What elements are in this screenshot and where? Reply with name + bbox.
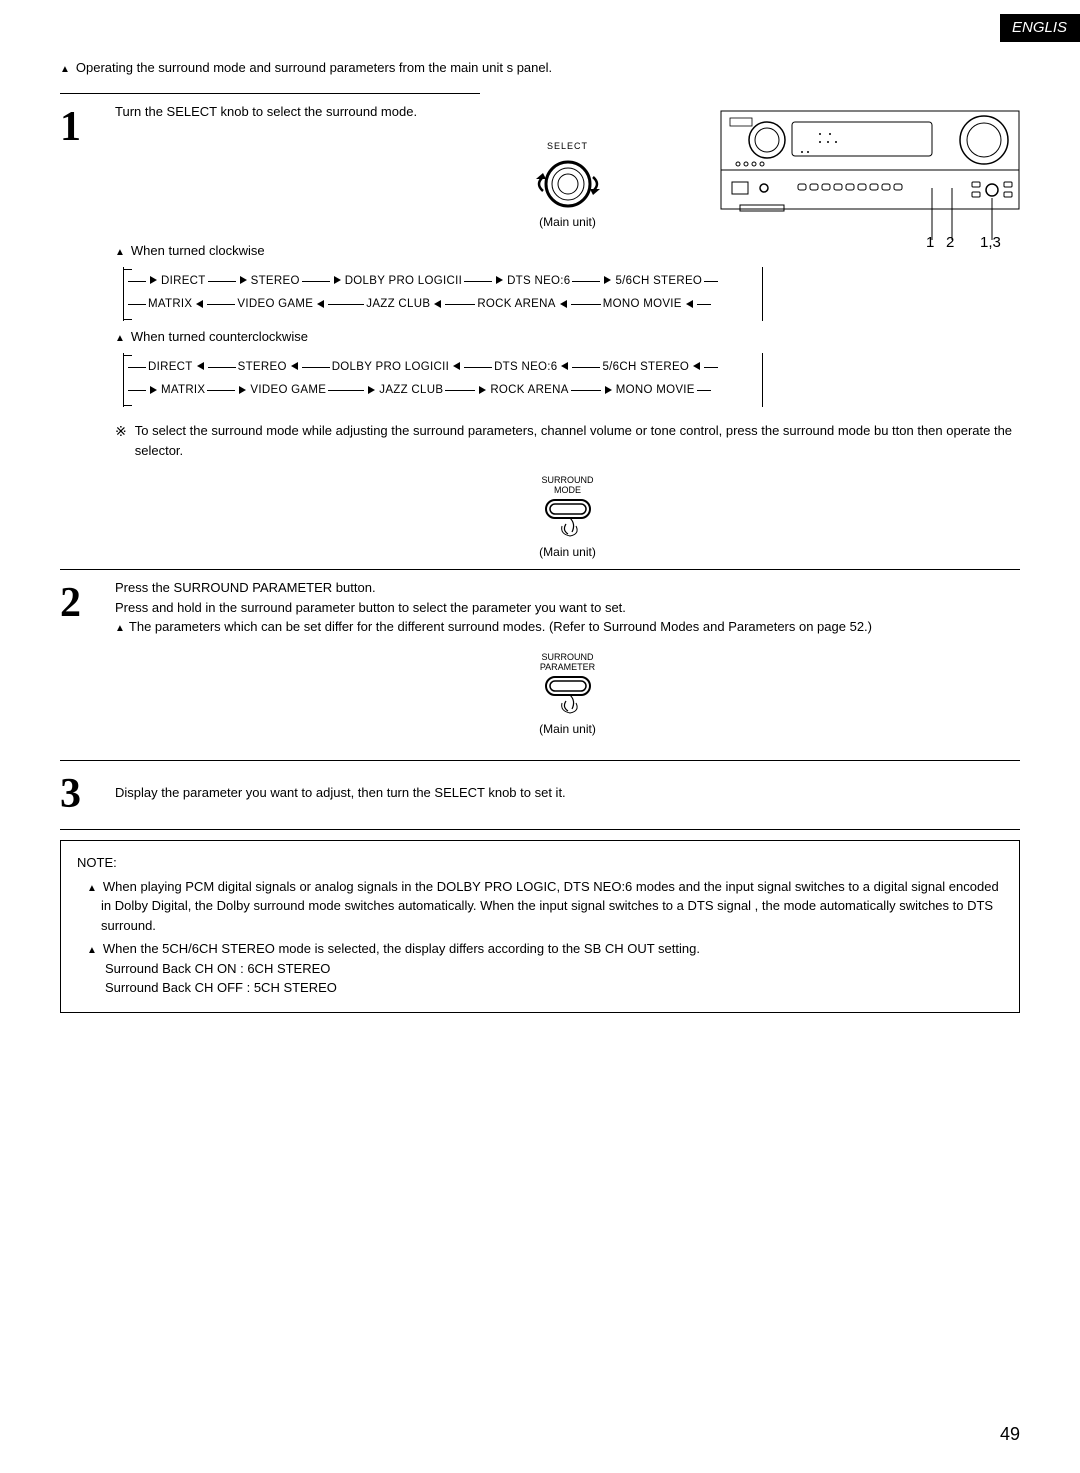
knob-caption: (Main unit) bbox=[478, 213, 658, 231]
knob-label: SELECT bbox=[478, 140, 658, 154]
surround-mode-caption: (Main unit) bbox=[478, 543, 658, 561]
step2-line1: Press the SURROUND PARAMETER button. bbox=[115, 578, 1020, 598]
language-tab: ENGLIS bbox=[1000, 14, 1080, 42]
callout-1: 1 bbox=[926, 234, 934, 251]
step2-line3: The parameters which can be set differ f… bbox=[115, 617, 1020, 637]
callout-3: 1,3 bbox=[980, 234, 1001, 251]
step1-note: ※ To select the surround mode while adju… bbox=[115, 421, 1020, 460]
step-number-2: 2 bbox=[60, 578, 115, 624]
note-item-1: When playing PCM digital signals or anal… bbox=[77, 877, 1003, 936]
note-item-2: When the 5CH/6CH STEREO mode is selected… bbox=[77, 939, 1003, 959]
callout-2: 2 bbox=[946, 234, 954, 251]
front-panel-diagram bbox=[720, 110, 1020, 250]
reference-mark-icon: ※ bbox=[115, 421, 127, 442]
cw-flow: DIRECT STEREO DOLBY PRO LOGICII DTS NEO:… bbox=[123, 267, 763, 322]
note-title: NOTE: bbox=[77, 853, 1003, 873]
intro-text: Operating the surround mode and surround… bbox=[60, 60, 1020, 75]
step-number-1: 1 bbox=[60, 102, 115, 148]
step3-text: Display the parameter you want to adjust… bbox=[115, 783, 1020, 803]
ccw-heading: When turned counterclockwise bbox=[115, 327, 1020, 347]
note-item-2b: Surround Back CH OFF : 5CH STEREO bbox=[77, 978, 1003, 998]
step-number-3: 3 bbox=[60, 769, 115, 815]
step1-top-rule bbox=[60, 93, 480, 94]
select-knob-icon bbox=[533, 157, 603, 211]
page-number: 49 bbox=[1000, 1424, 1020, 1445]
surround-parameter-caption: (Main unit) bbox=[478, 720, 658, 738]
note-box: NOTE: When playing PCM digital signals o… bbox=[60, 840, 1020, 1013]
surround-parameter-button-icon bbox=[540, 673, 596, 715]
surround-mode-button-icon bbox=[540, 496, 596, 538]
ccw-flow: DIRECT STEREO DOLBY PRO LOGICII DTS NEO:… bbox=[123, 353, 763, 408]
step2-line2: Press and hold in the surround parameter… bbox=[115, 598, 1020, 618]
surround-parameter-label: SURROUND PARAMETER bbox=[478, 653, 658, 673]
surround-mode-label: SURROUND MODE bbox=[478, 476, 658, 496]
note-item-2a: Surround Back CH ON : 6CH STEREO bbox=[77, 959, 1003, 979]
